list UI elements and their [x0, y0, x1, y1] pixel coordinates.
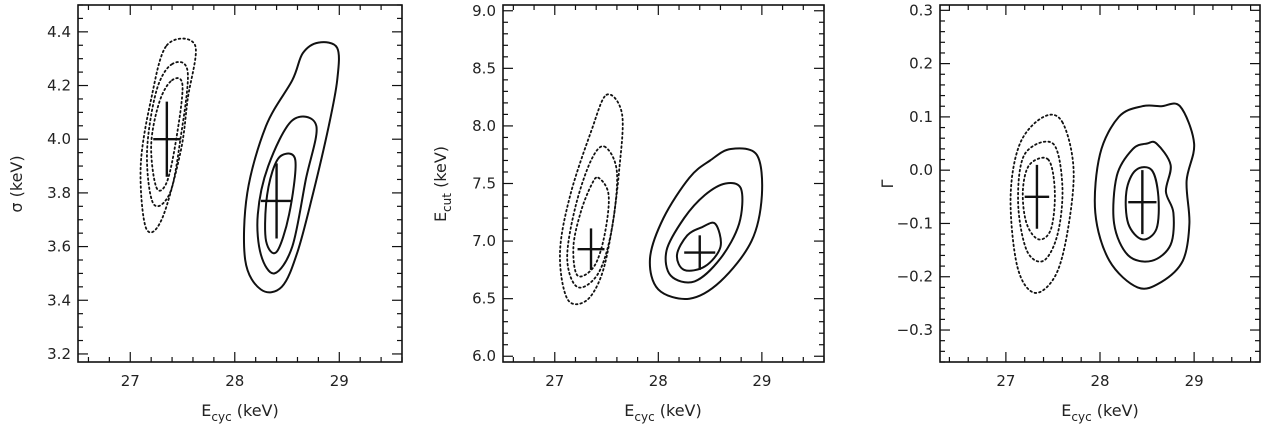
plot-frame: [502, 4, 825, 363]
x-tick-label: 29: [1185, 372, 1204, 390]
dotted-contour-level-1: [559, 93, 624, 306]
y-tick-label: 8.0: [472, 117, 496, 135]
tick-labels: 27 28 29 −0.3 −0.2 −0.1 0.0 0.1 0.2 0.3: [897, 1, 1204, 390]
x-tick-label: 29: [752, 372, 771, 390]
y-axis-label: Ecut (keV): [431, 146, 454, 222]
tick-labels: 27 28 29 3.2 3.4 3.6 3.8 4.0 4.2 4.4: [47, 23, 349, 390]
contour-layer: [559, 93, 764, 306]
best-fit-cross: [1128, 170, 1157, 235]
y-tick-label: 6.0: [472, 347, 496, 365]
dotted-contour-level-3: [150, 77, 184, 192]
dotted-contour-level-3: [572, 176, 610, 278]
y-axis-label: Γ: [878, 179, 897, 188]
y-tick-label: 4.0: [47, 130, 71, 148]
best-fit-cross: [260, 163, 293, 239]
best-fit-cross: [153, 101, 181, 177]
x-axis-label: Ecyc (keV): [1061, 401, 1138, 424]
y-tick-label: 7.5: [472, 175, 496, 193]
y-tick-label: 9.0: [472, 2, 496, 20]
x-tick-label: 28: [649, 372, 668, 390]
y-tick-label: 6.5: [472, 290, 496, 308]
y-tick-label: 4.2: [47, 77, 71, 95]
y-tick-label: 7.0: [472, 232, 496, 250]
dotted-contour-level-1: [139, 37, 197, 234]
best-fit-cross: [1024, 164, 1050, 229]
y-tick-label: 3.2: [47, 345, 71, 363]
solid-contour-level-1: [648, 147, 764, 300]
panel-ecut-vs-ecyc: 27 28 29 6.0 6.5 7.0 7.5 8.0 8.5 9.0 Ecyc (keV) E…: [431, 2, 825, 424]
dotted-contour-level-1: [1009, 113, 1075, 294]
plot-frame: [77, 4, 403, 363]
y-tick-label: −0.3: [897, 321, 933, 339]
y-tick-label: 3.8: [47, 184, 71, 202]
y-axis-label: σ (keV): [7, 155, 26, 212]
tick-marks: [940, 5, 1260, 363]
x-tick-label: 28: [225, 372, 244, 390]
y-tick-label: 0.2: [909, 55, 933, 73]
x-axis-label: Ecyc (keV): [624, 401, 701, 424]
best-fit-layer: [577, 228, 716, 270]
y-tick-label: 8.5: [472, 59, 496, 77]
plot-frame: [939, 4, 1261, 363]
best-fit-cross: [684, 235, 716, 270]
x-tick-label: 27: [121, 372, 140, 390]
best-fit-cross: [577, 228, 605, 270]
y-tick-label: 0.3: [909, 1, 933, 19]
x-tick-label: 29: [330, 372, 349, 390]
x-tick-label: 28: [1090, 372, 1109, 390]
best-fit-layer: [153, 101, 293, 239]
x-tick-label: 27: [996, 372, 1015, 390]
best-fit-layer: [1024, 164, 1157, 235]
panel-sigma-vs-ecyc: 27 28 29 3.2 3.4 3.6 3.8 4.0 4.2 4.4 Ecyc (keV) σ…: [7, 4, 403, 424]
solid-contour-level-3: [1124, 166, 1160, 241]
contour-layer: [139, 37, 340, 294]
dotted-contour-level-2: [146, 61, 189, 208]
solid-contour-level-2: [664, 182, 744, 284]
dotted-contour-level-2: [1017, 140, 1064, 263]
y-tick-label: −0.1: [897, 214, 933, 232]
tick-labels: 27 28 29 6.0 6.5 7.0 7.5 8.0 8.5 9.0: [472, 2, 771, 390]
solid-contour-level-3: [675, 221, 722, 272]
y-tick-label: 3.6: [47, 238, 71, 256]
y-tick-label: 0.1: [909, 108, 933, 126]
contour-layer: [1009, 102, 1196, 294]
tick-marks: [503, 5, 825, 362]
panel-gamma-vs-ecyc: 27 28 29 −0.3 −0.2 −0.1 0.0 0.1 0.2 0.3 Ecyc (keV…: [878, 1, 1261, 424]
y-tick-label: 0.0: [909, 161, 933, 179]
dotted-contour-level-3: [1021, 156, 1056, 241]
solid-contour-level-2: [256, 115, 318, 275]
x-axis-label: Ecyc (keV): [201, 401, 278, 424]
tick-marks: [78, 4, 403, 362]
x-tick-label: 27: [545, 372, 564, 390]
dotted-contour-level-2: [566, 145, 619, 289]
solid-contour-level-2: [1112, 140, 1175, 263]
solid-contour-level-3: [264, 152, 297, 255]
solid-contour-level-1: [242, 41, 340, 294]
solid-contour-level-1: [1093, 102, 1196, 290]
y-tick-label: 4.4: [47, 23, 71, 41]
y-tick-label: −0.2: [897, 268, 933, 286]
y-tick-label: 3.4: [47, 291, 71, 309]
